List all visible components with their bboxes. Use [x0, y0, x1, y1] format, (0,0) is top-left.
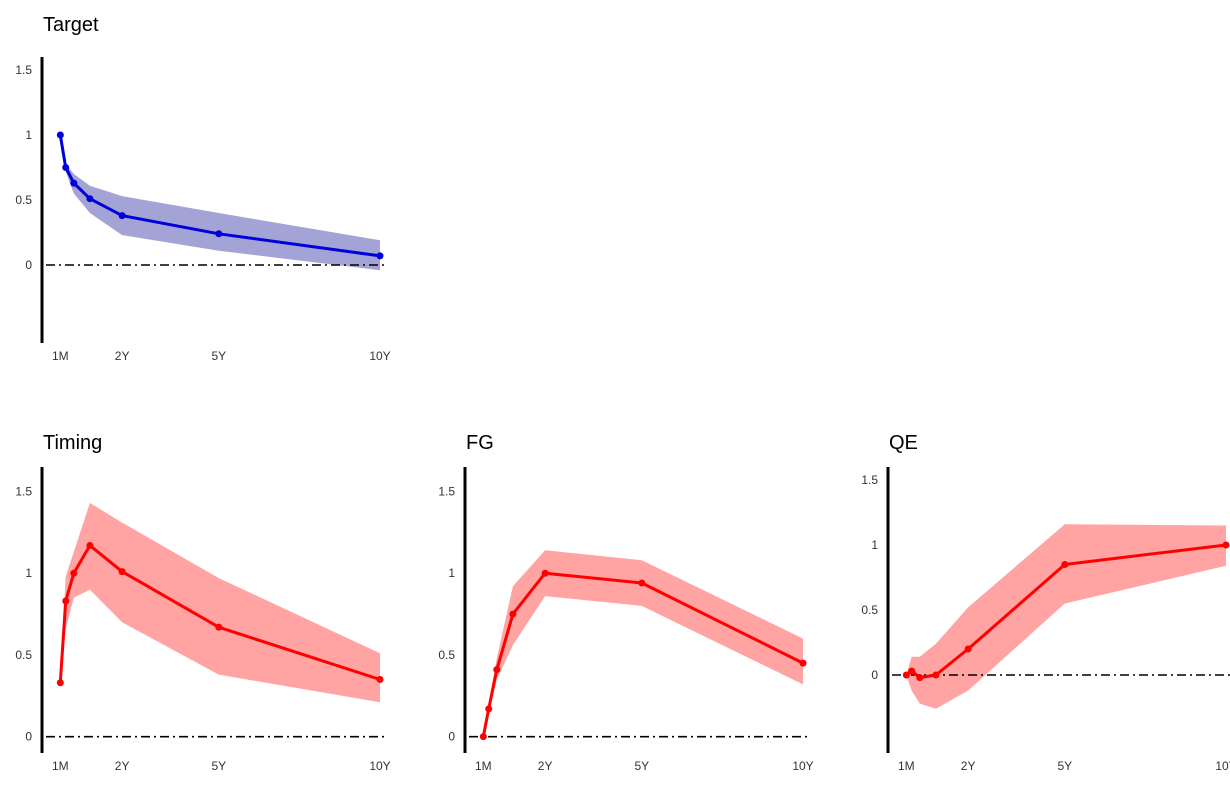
- x-tick-label: 10Y: [1215, 759, 1230, 773]
- x-tick-label: 1M: [52, 349, 69, 363]
- y-tick-label: 0: [25, 730, 32, 744]
- data-point: [908, 667, 916, 675]
- data-point: [541, 569, 549, 577]
- data-point: [62, 164, 70, 171]
- confidence-band: [60, 135, 381, 271]
- data-point: [118, 212, 126, 220]
- data-point: [86, 195, 94, 203]
- y-tick-label: 1.5: [15, 485, 32, 499]
- x-tick-label: 2Y: [538, 759, 553, 773]
- x-tick-label: 5Y: [211, 349, 226, 363]
- data-point: [638, 579, 646, 587]
- data-point: [62, 597, 70, 605]
- confidence-band: [906, 524, 1226, 709]
- data-point: [215, 230, 223, 238]
- x-tick-label: 1M: [475, 759, 492, 773]
- y-tick-label: 1: [448, 566, 455, 580]
- x-tick-label: 2Y: [961, 759, 976, 773]
- chart-title: Timing: [43, 432, 103, 454]
- data-point: [1061, 561, 1069, 568]
- y-tick-label: 1.5: [15, 63, 32, 77]
- x-tick-label: 2Y: [115, 759, 130, 773]
- x-tick-label: 5Y: [211, 759, 226, 773]
- y-tick-label: 1: [871, 538, 878, 552]
- chart-title: QE: [889, 432, 918, 454]
- x-tick-label: 10Y: [792, 759, 813, 773]
- data-point: [485, 705, 493, 713]
- data-point: [376, 675, 384, 683]
- data-point: [215, 623, 223, 631]
- data-point: [70, 569, 78, 577]
- y-tick-label: 1.5: [438, 485, 455, 499]
- y-tick-label: 0.5: [861, 603, 878, 617]
- chart-plot-target: 0 0.5 1 1.5 1M 2Y 5Y 10Y: [15, 57, 391, 363]
- chart-plot-fg: 0 0.5 1 1.5 1M 2Y 5Y 10Y: [438, 467, 814, 773]
- data-point: [1222, 541, 1230, 549]
- data-point: [964, 645, 972, 653]
- data-point: [56, 131, 64, 139]
- x-tick-label: 1M: [898, 759, 915, 773]
- y-tick-label: 0.5: [15, 648, 32, 662]
- x-tick-label: 1M: [52, 759, 69, 773]
- chart-title: FG: [466, 432, 494, 454]
- y-tick-label: 0: [871, 668, 878, 682]
- x-tick-label: 5Y: [1057, 759, 1072, 773]
- data-point: [56, 679, 64, 687]
- data-point: [509, 610, 517, 618]
- data-point: [70, 179, 78, 187]
- x-tick-label: 10Y: [369, 349, 390, 363]
- data-point: [932, 671, 940, 679]
- y-tick-label: 1: [25, 566, 32, 580]
- data-point: [493, 666, 501, 674]
- data-point: [916, 674, 924, 682]
- y-tick-label: 0.5: [15, 193, 32, 207]
- y-tick-label: 0: [25, 258, 32, 272]
- x-tick-label: 2Y: [115, 349, 130, 363]
- y-tick-label: 1: [25, 128, 32, 142]
- confidence-band: [483, 550, 803, 737]
- data-point: [479, 733, 487, 741]
- x-tick-label: 5Y: [634, 759, 649, 773]
- x-tick-label: 10Y: [369, 759, 390, 773]
- data-point: [86, 541, 94, 549]
- data-point: [799, 659, 807, 667]
- data-point: [376, 252, 384, 260]
- data-point: [902, 671, 910, 679]
- confidence-band: [60, 503, 381, 703]
- y-tick-label: 0: [448, 730, 455, 744]
- chart-plot-qe: 0 0.5 1 1.5 1M 2Y 5Y 10Y: [861, 467, 1230, 773]
- chart-plot-timing: 0 0.5 1 1.5 1M 2Y 5Y 10Y: [15, 467, 391, 773]
- data-point: [118, 568, 126, 576]
- y-tick-label: 1.5: [861, 473, 878, 487]
- y-tick-label: 0.5: [438, 648, 455, 662]
- chart-title: Target: [43, 14, 99, 36]
